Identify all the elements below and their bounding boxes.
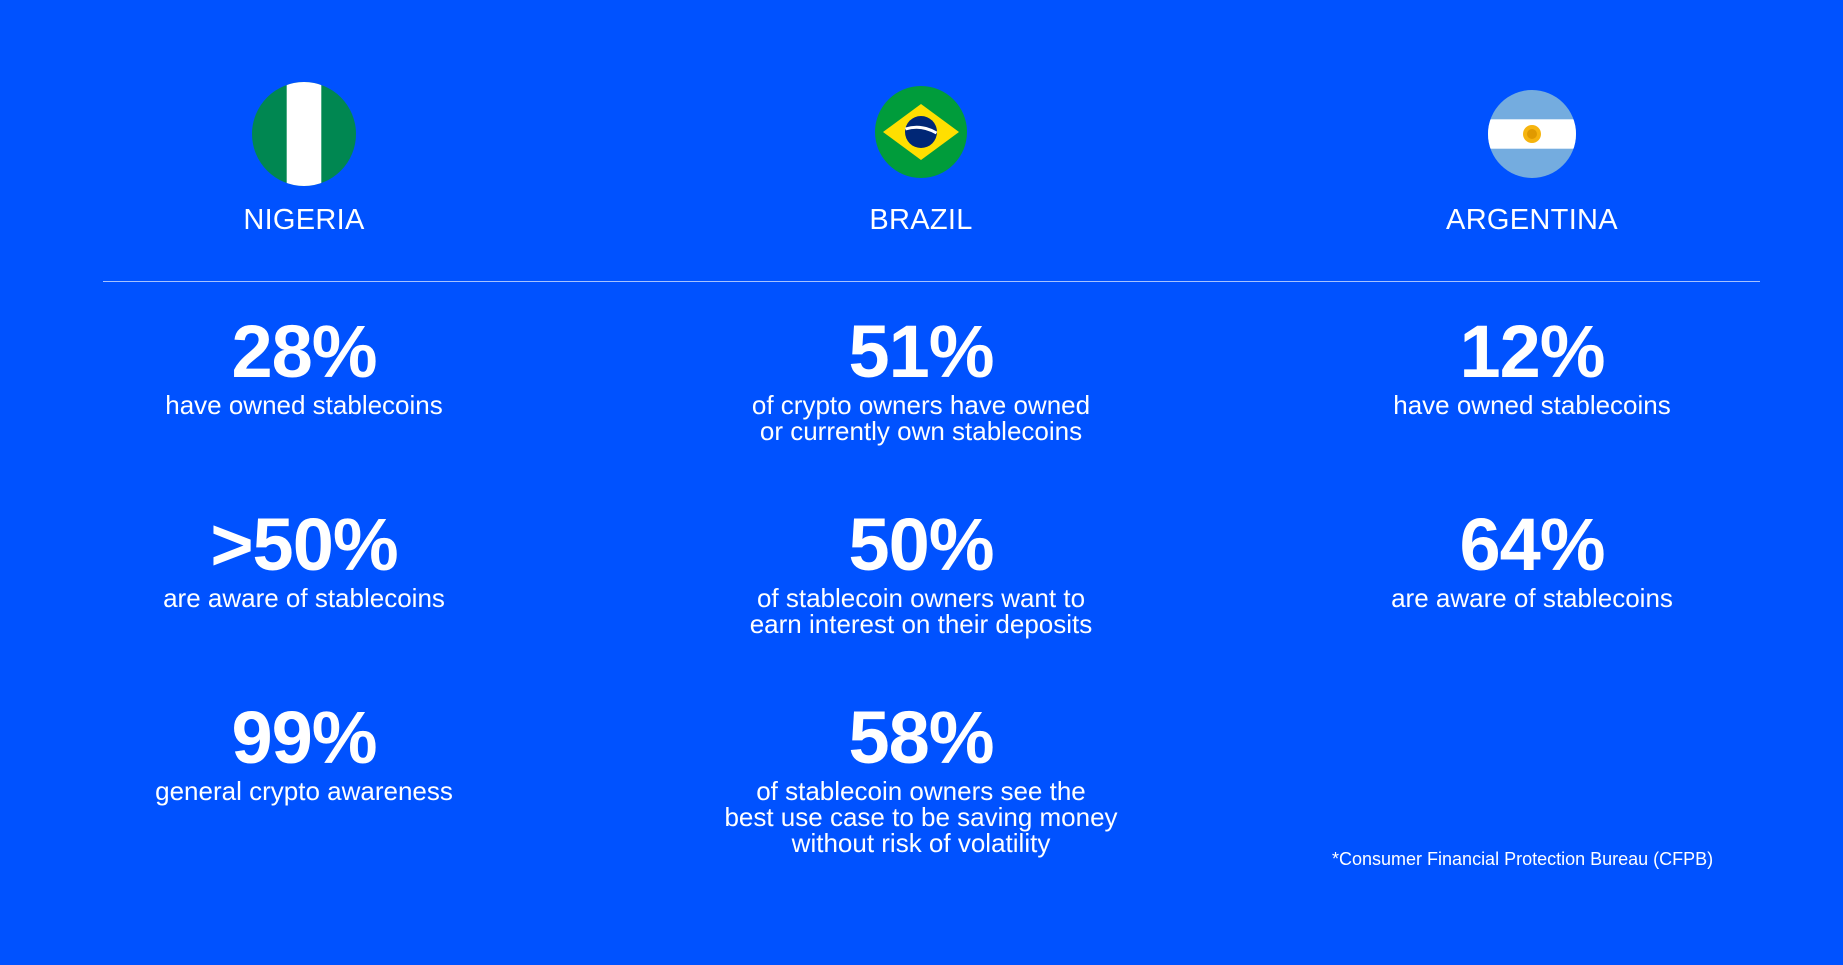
stat-description: have owned stablecoins [1393, 390, 1671, 420]
footnote: *Consumer Financial Protection Bureau (C… [1332, 849, 1714, 869]
country-name: BRAZIL [869, 204, 973, 236]
stat-item: 12% have owned stablecoins [1292, 310, 1772, 420]
stat-item: 99% general crypto awareness [64, 696, 544, 806]
stat-value: 50% [848, 503, 994, 586]
stat-value: 28% [231, 310, 377, 393]
stat-item: 58% of stablecoin owners see the best us… [681, 696, 1161, 858]
stat-item: 64% are aware of stablecoins [1292, 503, 1772, 613]
stat-value: 12% [1459, 310, 1605, 393]
stat-description: are aware of stablecoins [1391, 583, 1673, 613]
divider [103, 281, 1760, 282]
argentina-flag-icon [1488, 90, 1576, 178]
stat-description: of crypto owners have owned or currently… [751, 390, 1091, 446]
stat-value: 58% [848, 696, 994, 779]
country-name: NIGERIA [243, 204, 365, 236]
country-name: ARGENTINA [1446, 204, 1618, 236]
stat-description: are aware of stablecoins [163, 583, 445, 613]
stat-item: >50% are aware of stablecoins [64, 503, 544, 613]
stat-value: 51% [848, 310, 994, 393]
stat-value: 99% [231, 696, 377, 779]
stat-description: general crypto awareness [155, 776, 453, 806]
brazil-flag-icon [875, 86, 967, 178]
stat-item: 50% of stablecoin owners want to earn in… [681, 503, 1161, 639]
stat-value: 64% [1459, 503, 1605, 586]
stat-description: of stablecoin owners want to earn intere… [749, 583, 1093, 639]
stat-item: 28% have owned stablecoins [64, 310, 544, 420]
stat-item: 51% of crypto owners have owned or curre… [681, 310, 1161, 446]
stat-description: of stablecoin owners see the best use ca… [724, 776, 1118, 858]
stat-value: >50% [210, 503, 398, 586]
nigeria-flag-icon [252, 82, 356, 186]
stat-description: have owned stablecoins [165, 390, 443, 420]
